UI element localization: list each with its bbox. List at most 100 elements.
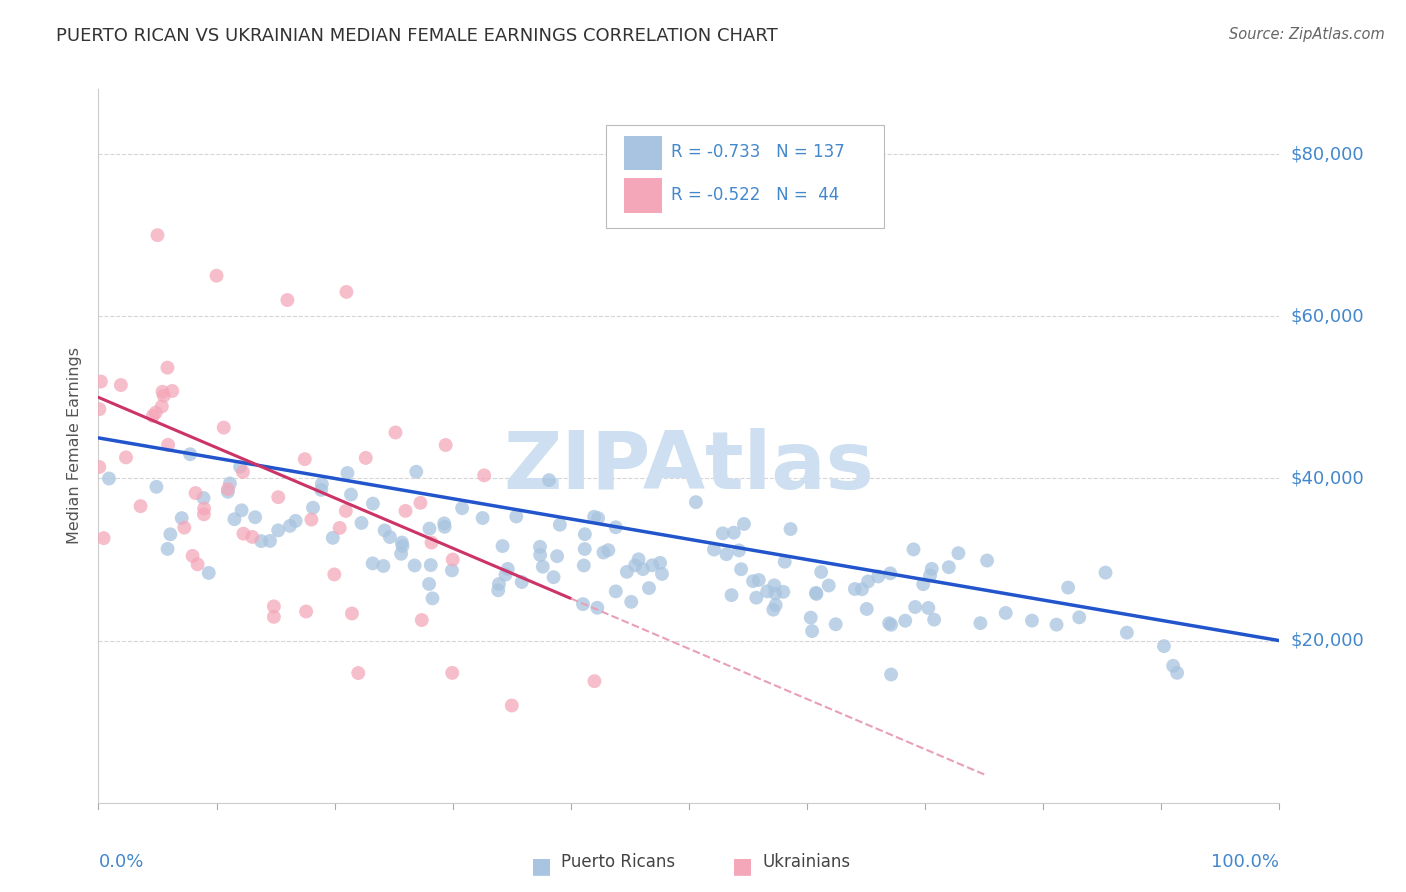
Point (763, 578, 786, 592)
Point (347, 666, 370, 681)
Point (309, 483, 332, 497)
Point (624, 558, 647, 573)
Point (765, 598, 787, 612)
Point (150, 400, 173, 414)
Point (969, 616, 991, 631)
Text: $40,000: $40,000 (1291, 469, 1364, 487)
Point (844, 582, 866, 596)
Point (302, 500, 325, 515)
Text: 100.0%: 100.0% (1212, 853, 1279, 871)
Point (404, 558, 426, 573)
Point (329, 521, 352, 535)
Text: R = -0.733   N = 137: R = -0.733 N = 137 (671, 143, 845, 161)
Point (1166, 665, 1188, 680)
Point (420, 535, 443, 549)
Point (912, 577, 935, 591)
Point (409, 496, 432, 510)
Point (742, 574, 765, 589)
Text: PUERTO RICAN VS UKRAINIAN MEDIAN FEMALE EARNINGS CORRELATION CHART: PUERTO RICAN VS UKRAINIAN MEDIAN FEMALE … (56, 27, 778, 45)
Point (586, 600, 609, 615)
Point (389, 547, 412, 561)
Point (804, 586, 827, 600)
Point (810, 565, 832, 579)
FancyBboxPatch shape (624, 136, 662, 169)
Point (184, 486, 207, 500)
Point (391, 535, 413, 549)
Point (418, 577, 440, 591)
Point (627, 552, 650, 566)
Point (419, 558, 441, 572)
Point (232, 465, 254, 479)
Point (181, 549, 204, 563)
Point (90, 375, 112, 389)
Point (374, 524, 396, 538)
Point (433, 516, 456, 531)
Point (728, 543, 751, 558)
Point (538, 473, 561, 487)
Point (1161, 658, 1184, 673)
Point (411, 613, 433, 627)
Point (801, 624, 824, 639)
Point (868, 569, 890, 583)
Point (422, 591, 444, 606)
Point (405, 465, 427, 479)
Point (335, 504, 357, 518)
Point (880, 667, 903, 681)
Point (723, 525, 745, 540)
Point (491, 539, 513, 553)
Point (89, 402, 111, 417)
Point (583, 674, 606, 689)
Point (98, 471, 121, 485)
Point (488, 577, 510, 591)
Point (605, 584, 627, 599)
Point (156, 541, 179, 556)
Point (322, 531, 344, 545)
Text: $80,000: $80,000 (1291, 145, 1364, 163)
Point (229, 459, 252, 474)
Point (159, 527, 181, 541)
Point (879, 566, 901, 581)
Point (894, 614, 917, 628)
Point (451, 501, 474, 516)
Point (224, 512, 246, 526)
Point (806, 587, 828, 601)
Point (110, 378, 132, 392)
Point (817, 578, 839, 592)
Point (546, 549, 568, 563)
Point (616, 565, 638, 579)
Point (250, 534, 273, 549)
Point (354, 450, 377, 465)
Point (605, 520, 627, 534)
Point (651, 566, 673, 581)
Point (179, 447, 201, 461)
Point (219, 476, 242, 491)
Point (295, 605, 318, 619)
Point (294, 452, 316, 467)
FancyBboxPatch shape (624, 178, 662, 212)
Point (193, 508, 215, 522)
Point (976, 553, 998, 567)
Point (855, 602, 877, 616)
Point (505, 509, 527, 524)
Point (763, 586, 786, 600)
Point (917, 601, 939, 615)
Point (170, 511, 193, 525)
Point (598, 543, 620, 558)
Point (394, 504, 416, 518)
Point (641, 558, 664, 573)
Point (129, 499, 152, 513)
Point (441, 665, 464, 680)
Point (586, 511, 609, 525)
Point (631, 562, 654, 576)
Point (574, 541, 596, 556)
Point (434, 438, 457, 452)
Point (217, 482, 239, 496)
Point (904, 600, 927, 615)
Point (994, 606, 1017, 620)
Point (903, 542, 925, 557)
Point (350, 516, 373, 530)
Point (856, 574, 879, 589)
Point (779, 522, 801, 536)
Point (418, 522, 440, 536)
Point (638, 581, 661, 595)
